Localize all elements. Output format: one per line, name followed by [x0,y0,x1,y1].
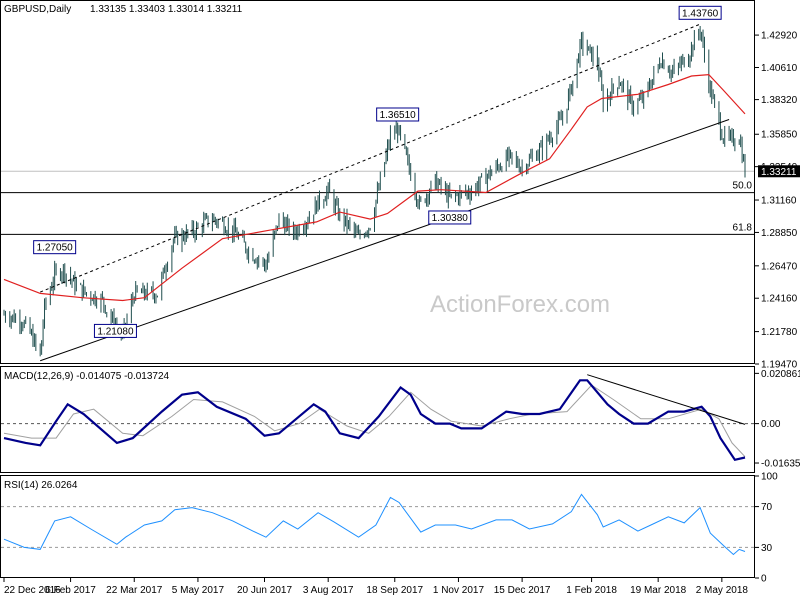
swing-annotation-box [93,323,137,338]
swing-annotation-label: 1.43760 [682,8,719,19]
x-tick-label: 20 Jun 2017 [237,585,292,596]
price-layer: 1.429201.406101.383201.358501.335401.311… [1,5,800,371]
macd-main-line [3,379,746,462]
retracement-level-label: 50.0 [733,181,753,192]
macd-panel-frame [0,366,755,473]
price-y-tick-label: 1.31160 [761,196,797,207]
swing-annotation-label: 1.27050 [37,243,74,254]
swing-annotation-label: 1.21080 [97,326,134,337]
x-tick-label: 15 Dec 2017 [494,585,551,596]
macd-trend-line [587,374,746,425]
x-tick-label: 2 May 2018 [696,585,749,596]
x-tick-label: 1 Feb 2018 [566,585,617,596]
swing-annotation-box [376,107,420,122]
swing-annotation-box [428,210,472,225]
price-y-tick-label: 1.38320 [761,95,798,106]
macd-y-tick-label: 0.020861 [761,369,800,380]
rsi-line [3,493,746,556]
x-tick-label: 19 Mar 2018 [630,585,687,596]
x-tick-label: 22 Dec 2016 [4,585,61,596]
price-panel-ohlc: 1.33135 1.33403 1.33014 1.33211 [90,4,243,15]
watermark: ActionForex.com [430,291,610,318]
channel-upper-line [39,23,701,293]
rsi-panel-frame [0,475,755,578]
price-y-tick-label: 1.40610 [761,63,798,74]
x-tick-label: 22 Mar 2017 [106,585,163,596]
swing-annotation: 1.30380 [428,210,472,225]
channel-lower-line [40,119,730,362]
current-price-box [758,165,800,178]
rsi-y-tick-label: 0 [761,574,767,585]
x-tick-label: 6 Feb 2017 [45,585,96,596]
macd-y-tick-label: 0.00 [761,419,781,430]
swing-annotation-box [33,240,77,255]
macd-panel-title: MACD(12,26,9) -0.014075 -0.013724 [4,371,170,382]
macd-signal-line [3,384,746,458]
retracement-level-label: 61.8 [733,222,753,233]
macd-layer: 0.020861 0.00 -0.016357 [1,369,800,470]
swing-annotation: 1.36510 [376,107,420,122]
moving-average-line [3,73,746,302]
price-y-tick-label: 1.26470 [761,261,798,272]
price-y-tick-label: 1.35850 [761,130,798,141]
rsi-y-tick-label: 30 [761,543,773,554]
swing-annotation: 1.43760 [678,5,722,20]
price-y-tick-label: 1.21780 [761,327,798,338]
rsi-y-tick-label: 70 [761,502,773,513]
price-y-tick-label: 1.28850 [761,228,798,239]
macd-y-tick-label: -0.016357 [761,459,800,470]
x-tick-label: 3 Aug 2017 [303,585,354,596]
swing-annotation-box [678,5,722,20]
price-panel-frame [0,0,755,364]
rsi-y-tick-label: 100 [761,472,778,483]
x-tick-label: 5 May 2017 [172,585,225,596]
price-panel-title: GBPUSD,Daily [4,4,71,15]
price-y-tick-label: 1.19470 [761,360,798,371]
swing-annotation: 1.27050 [33,240,77,255]
swing-annotation-label: 1.30380 [432,213,469,224]
swing-annotation-label: 1.36510 [380,110,417,121]
swing-annotation: 1.21080 [93,323,137,338]
rsi-panel-title: RSI(14) 26.0264 [4,480,78,491]
x-tick-label: 1 Nov 2017 [433,585,485,596]
price-y-tick-label: 1.42920 [761,31,798,42]
x-tick-label: 18 Sep 2017 [366,585,423,596]
rsi-layer: 100 70 30 0 [1,472,778,585]
current-price-label: 1.33211 [761,167,797,178]
price-y-tick-label: 1.24160 [761,294,798,305]
